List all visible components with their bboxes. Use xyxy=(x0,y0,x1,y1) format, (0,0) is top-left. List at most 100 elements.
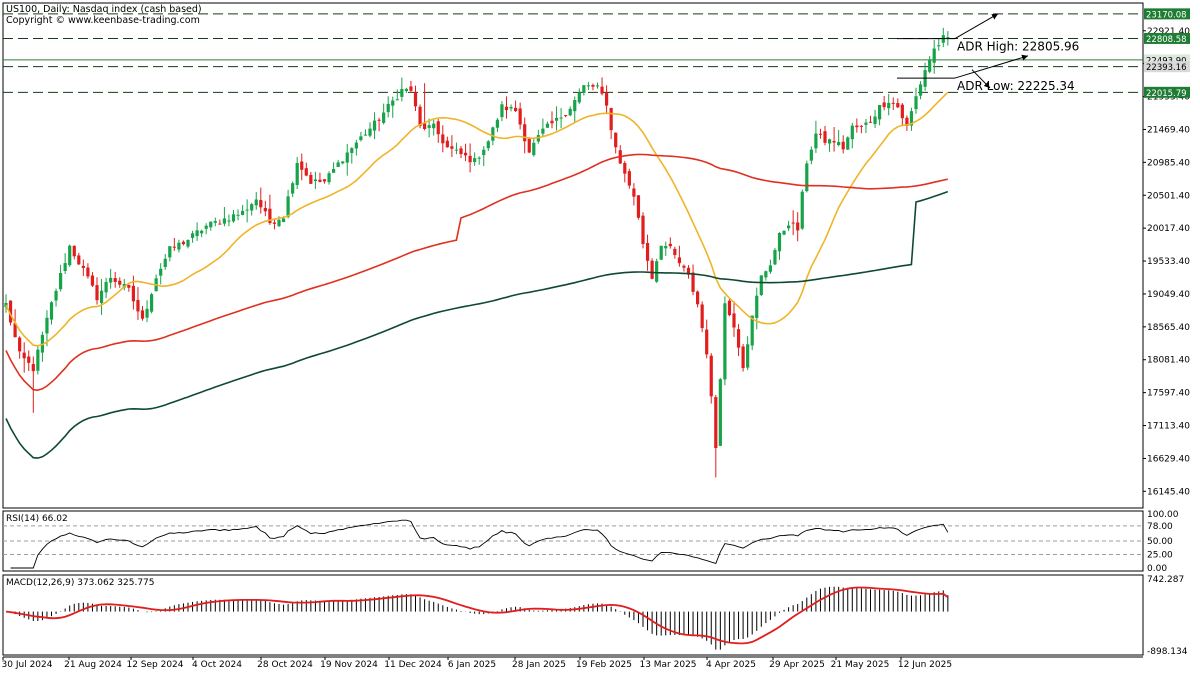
symbol-title: US100, Daily: Nasdaq index (cash based) xyxy=(6,4,202,15)
candle-body xyxy=(777,232,782,252)
price-tag-label: 23170.08 xyxy=(1146,10,1187,20)
candle-body xyxy=(395,99,399,101)
moving-average-line xyxy=(5,153,948,392)
y-tick-label: 22921.40 xyxy=(1147,27,1190,37)
candle-body xyxy=(195,230,199,237)
candle-body xyxy=(518,108,522,125)
candle-body xyxy=(928,59,932,72)
candle-body xyxy=(568,108,572,116)
candle-body xyxy=(946,37,950,39)
candle-body xyxy=(800,191,804,229)
candle-body xyxy=(268,208,272,224)
candle-body xyxy=(741,346,745,369)
candle-body xyxy=(714,397,718,448)
candle-body xyxy=(354,142,358,149)
candle-body xyxy=(127,285,131,288)
candle-body xyxy=(573,99,577,112)
candle-body xyxy=(650,260,654,279)
candle-body xyxy=(254,199,258,206)
rsi-tick-label: 25.00 xyxy=(1147,551,1173,561)
candle-body xyxy=(668,243,672,247)
macd-tick-label: 742.287 xyxy=(1147,575,1184,585)
rsi-line xyxy=(10,519,949,569)
candle-body xyxy=(891,102,895,104)
price-tag-bg xyxy=(1144,61,1190,73)
candle-body xyxy=(523,124,527,142)
candle-body xyxy=(140,310,145,319)
y-tick-label: 20501.40 xyxy=(1147,191,1190,201)
x-tick-label: 19 Feb 2025 xyxy=(576,660,632,670)
candle-body xyxy=(682,265,686,268)
candle-body xyxy=(327,173,331,183)
candle-body xyxy=(827,139,832,144)
y-tick-label: 17597.40 xyxy=(1147,389,1190,399)
candle-body xyxy=(709,355,713,397)
candle-body xyxy=(559,117,563,119)
candle-body xyxy=(764,271,768,278)
candle-body xyxy=(68,245,72,266)
candle-body xyxy=(696,291,700,305)
candle-body xyxy=(95,285,99,301)
candle-body xyxy=(172,246,176,248)
candle-body xyxy=(727,300,732,316)
candle-body xyxy=(864,122,868,125)
macd-signal-line xyxy=(5,586,949,645)
candle-body xyxy=(31,364,35,372)
candle-body xyxy=(368,128,372,136)
candle-body xyxy=(609,108,613,131)
candle-body xyxy=(664,246,668,249)
price-tag-label: 22015.79 xyxy=(1146,89,1187,99)
candle-body xyxy=(459,148,463,155)
x-tick-label: 12 Jun 2025 xyxy=(898,660,952,670)
candle-body xyxy=(468,155,472,163)
candle-body xyxy=(63,263,67,271)
candle-body xyxy=(404,88,408,91)
candle-body xyxy=(545,123,550,128)
candle-body xyxy=(432,123,436,129)
candle-body xyxy=(22,352,26,359)
candle-body xyxy=(600,86,604,94)
candle-body xyxy=(782,230,786,235)
candle-body xyxy=(382,112,386,123)
macd-title: MACD(12,26,9) 373.062 325.775 xyxy=(6,578,155,588)
candle-body xyxy=(937,45,941,47)
candle-body xyxy=(427,125,431,128)
candle-body xyxy=(49,302,54,320)
candle-body xyxy=(245,209,249,211)
y-tick-label: 18081.40 xyxy=(1147,356,1190,366)
candle-body xyxy=(746,344,750,368)
candle-body xyxy=(905,117,909,126)
adr-high-label: ADR High: 22805.96 xyxy=(957,40,1079,54)
candle-body xyxy=(18,337,22,352)
candle-body xyxy=(554,117,559,121)
rsi-title: RSI(14) 66.02 xyxy=(6,514,68,524)
price-tag-label: 22393.16 xyxy=(1146,63,1187,73)
moving-average-line xyxy=(5,190,949,459)
x-tick-label: 21 May 2025 xyxy=(831,660,890,670)
candle-body xyxy=(350,148,354,153)
candle-body xyxy=(796,222,800,231)
candle-body xyxy=(150,294,154,312)
candle-body xyxy=(759,275,763,296)
candle-body xyxy=(99,290,104,303)
candle-body xyxy=(81,265,85,268)
candle-body xyxy=(377,119,381,121)
candle-body xyxy=(186,240,190,247)
candle-body xyxy=(900,104,904,119)
candle-body xyxy=(231,214,236,222)
candle-body xyxy=(213,221,217,223)
candle-body xyxy=(632,188,636,197)
candle-body xyxy=(486,141,490,149)
candle-body xyxy=(222,218,226,224)
candle-body xyxy=(45,317,49,334)
candle-body xyxy=(250,204,254,211)
pane-frame-0 xyxy=(2,2,1144,509)
candle-body xyxy=(386,103,390,113)
candle-body xyxy=(805,163,809,192)
candle-body xyxy=(723,303,727,380)
candle-body xyxy=(527,138,531,153)
candle-body xyxy=(90,275,95,286)
candle-body xyxy=(286,196,290,217)
